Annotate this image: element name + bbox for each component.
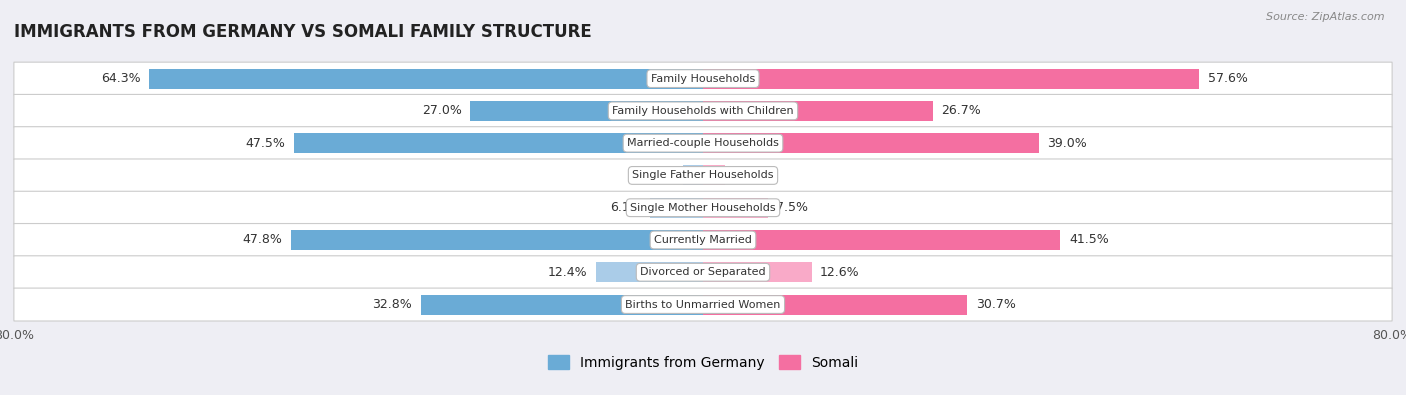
Text: 47.5%: 47.5% xyxy=(246,137,285,150)
Text: 64.3%: 64.3% xyxy=(101,72,141,85)
FancyBboxPatch shape xyxy=(14,256,1392,289)
Bar xyxy=(420,295,703,314)
Text: Family Households with Children: Family Households with Children xyxy=(612,106,794,116)
Bar xyxy=(703,262,811,282)
Text: 2.5%: 2.5% xyxy=(733,169,765,182)
FancyBboxPatch shape xyxy=(14,224,1392,256)
Text: 41.5%: 41.5% xyxy=(1069,233,1109,246)
Text: Single Father Households: Single Father Households xyxy=(633,170,773,181)
Bar xyxy=(703,230,1060,250)
Text: 2.3%: 2.3% xyxy=(643,169,675,182)
Text: Divorced or Separated: Divorced or Separated xyxy=(640,267,766,277)
Bar xyxy=(703,166,724,185)
Bar xyxy=(294,133,703,153)
Bar xyxy=(703,295,967,314)
Bar xyxy=(471,101,703,121)
Bar xyxy=(703,69,1199,88)
FancyBboxPatch shape xyxy=(14,191,1392,224)
Text: 7.5%: 7.5% xyxy=(776,201,808,214)
Bar xyxy=(703,198,768,218)
Bar xyxy=(596,262,703,282)
Text: 12.6%: 12.6% xyxy=(820,266,859,279)
FancyBboxPatch shape xyxy=(14,94,1392,127)
Text: Single Mother Households: Single Mother Households xyxy=(630,203,776,213)
Text: 26.7%: 26.7% xyxy=(942,104,981,117)
Text: Married-couple Households: Married-couple Households xyxy=(627,138,779,148)
FancyBboxPatch shape xyxy=(14,159,1392,192)
Bar xyxy=(683,166,703,185)
Bar xyxy=(149,69,703,88)
FancyBboxPatch shape xyxy=(14,127,1392,160)
Text: 39.0%: 39.0% xyxy=(1047,137,1087,150)
Text: 57.6%: 57.6% xyxy=(1208,72,1247,85)
Legend: Immigrants from Germany, Somali: Immigrants from Germany, Somali xyxy=(543,350,863,375)
Text: Source: ZipAtlas.com: Source: ZipAtlas.com xyxy=(1267,12,1385,22)
Text: 27.0%: 27.0% xyxy=(422,104,461,117)
Bar xyxy=(703,101,934,121)
Text: IMMIGRANTS FROM GERMANY VS SOMALI FAMILY STRUCTURE: IMMIGRANTS FROM GERMANY VS SOMALI FAMILY… xyxy=(14,23,592,41)
Text: Births to Unmarried Women: Births to Unmarried Women xyxy=(626,299,780,310)
FancyBboxPatch shape xyxy=(14,288,1392,321)
Bar xyxy=(703,133,1039,153)
FancyBboxPatch shape xyxy=(14,62,1392,95)
Text: 12.4%: 12.4% xyxy=(548,266,588,279)
Text: Family Households: Family Households xyxy=(651,73,755,84)
Text: Currently Married: Currently Married xyxy=(654,235,752,245)
Text: 6.1%: 6.1% xyxy=(610,201,643,214)
Text: 30.7%: 30.7% xyxy=(976,298,1017,311)
Text: 47.8%: 47.8% xyxy=(243,233,283,246)
Bar xyxy=(291,230,703,250)
Bar xyxy=(651,198,703,218)
Text: 32.8%: 32.8% xyxy=(373,298,412,311)
